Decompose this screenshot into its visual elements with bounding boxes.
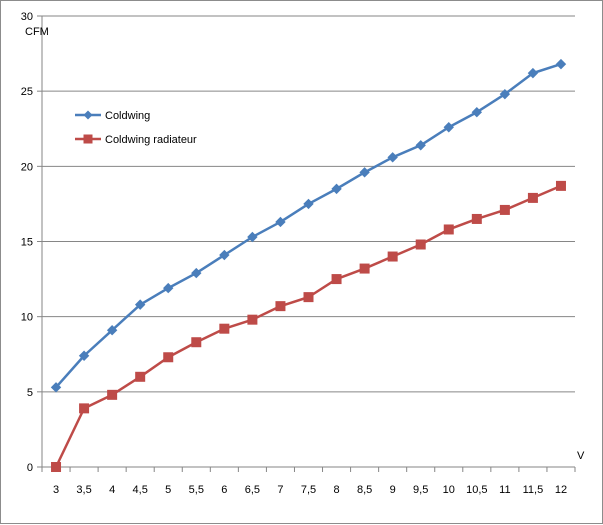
- x-tick-label: 6: [221, 484, 227, 496]
- x-tick-label: 9: [390, 484, 396, 496]
- data-point: [331, 274, 342, 285]
- data-point: [415, 140, 426, 151]
- data-point: [275, 301, 286, 312]
- y-tick-label: 5: [27, 387, 33, 399]
- x-tick-label: 5: [165, 484, 171, 496]
- legend: Coldwing Coldwing radiateur: [75, 110, 197, 146]
- y-tick-label: 15: [21, 237, 33, 249]
- data-point: [499, 88, 511, 100]
- data-point: [50, 382, 62, 393]
- data-point: [275, 216, 286, 228]
- data-point: [163, 352, 174, 363]
- x-tick-label: 7,5: [301, 484, 316, 496]
- data-point: [331, 183, 342, 195]
- data-point: [106, 324, 118, 336]
- data-point: [78, 350, 90, 361]
- x-tick-label: 5,5: [189, 484, 204, 496]
- legend-label: Coldwing radiateur: [105, 134, 197, 146]
- data-point: [79, 403, 90, 414]
- data-point: [387, 152, 398, 163]
- x-tick-label: 7: [277, 484, 283, 496]
- x-tick-label: 10: [443, 484, 455, 496]
- data-point: [471, 213, 482, 224]
- data-point: [387, 251, 398, 262]
- legend-label: Coldwing: [105, 110, 150, 122]
- x-tick-label: 3: [53, 484, 59, 496]
- x-tick-label: 10,5: [466, 484, 487, 496]
- y-tick-label: 30: [21, 11, 33, 23]
- series-1: [50, 58, 567, 393]
- y-tick-label: 10: [21, 312, 33, 324]
- data-point: [303, 292, 314, 303]
- data-point: [527, 192, 538, 203]
- x-tick-label: 12: [555, 484, 567, 496]
- x-tick-label: 8: [333, 484, 339, 496]
- data-point: [359, 263, 370, 274]
- y-tick-labels: 0 5 10 15 20 25 30: [21, 11, 33, 474]
- data-point: [191, 337, 202, 348]
- x-tick-label: 9,5: [413, 484, 428, 496]
- data-point: [191, 267, 202, 279]
- data-point: [359, 167, 370, 178]
- legend-marker: [83, 110, 93, 120]
- series-2: [51, 180, 566, 472]
- y-tick-label: 20: [21, 161, 33, 173]
- x-tick-labels: 3 3,5 4 4,5 5 5,5 6 6,5 7 7,5 8 8,5 9 9,5 10 10,5 11 11,5…: [53, 484, 567, 496]
- data-point: [415, 239, 426, 250]
- data-point: [499, 204, 510, 215]
- data-point: [303, 198, 314, 210]
- data-point: [443, 224, 454, 235]
- data-point: [471, 107, 483, 118]
- data-point: [219, 249, 230, 261]
- x-tick-label: 6,5: [245, 484, 260, 496]
- data-point: [443, 122, 454, 133]
- series: [50, 58, 567, 472]
- x-tick-label: 11,5: [523, 484, 544, 496]
- data-point: [219, 323, 230, 334]
- x-tick-label: 11: [499, 484, 510, 496]
- y-tick-label: 0: [27, 462, 33, 474]
- data-point: [247, 314, 258, 325]
- x-tick-label: 4: [109, 484, 115, 496]
- data-point: [555, 180, 566, 191]
- series-line: [54, 184, 562, 468]
- x-axis-label: V: [577, 450, 585, 462]
- data-point: [527, 67, 539, 79]
- data-point: [135, 371, 146, 382]
- data-point: [134, 299, 146, 310]
- x-tick-label: 4,5: [133, 484, 148, 496]
- data-point: [51, 462, 62, 472]
- legend-marker: [83, 134, 93, 144]
- gridlines: [42, 15, 575, 393]
- y-axis-label: CFM: [25, 26, 49, 38]
- data-point: [163, 282, 174, 294]
- legend-item: Coldwing: [75, 110, 150, 122]
- legend-item: Coldwing radiateur: [75, 134, 197, 146]
- axes: [37, 15, 576, 472]
- x-tick-label: 3,5: [76, 484, 91, 496]
- data-point: [247, 231, 258, 243]
- y-tick-label: 25: [21, 86, 33, 98]
- x-tick-label: 8,5: [357, 484, 372, 496]
- data-point: [555, 58, 567, 70]
- data-point: [107, 389, 118, 400]
